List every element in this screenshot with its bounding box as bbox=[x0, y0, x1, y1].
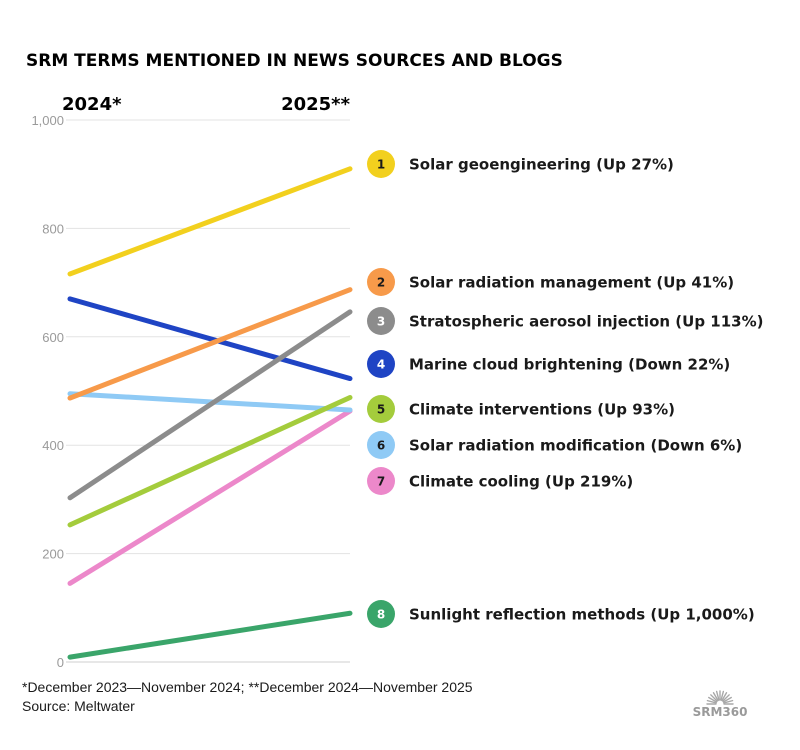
y-axis: 0 200 400 600 800 1,000 bbox=[31, 113, 64, 670]
series-line-4 bbox=[67, 296, 353, 382]
sun-ray bbox=[721, 692, 728, 702]
rank-badge bbox=[367, 350, 395, 378]
series-name: Solar geoengineering (Up 27%) bbox=[409, 156, 674, 174]
sun-ray bbox=[720, 690, 725, 701]
gridlines bbox=[66, 119, 350, 663]
y-tick-label: 600 bbox=[42, 330, 64, 345]
rank-badge bbox=[367, 268, 395, 296]
series-label-6: 6 Solar radiation modification (Down 6%) bbox=[367, 431, 742, 459]
sun-ray bbox=[708, 696, 718, 703]
series-label-4: 4 Marine cloud brightening (Down 22%) bbox=[367, 350, 730, 378]
rank-number: 1 bbox=[377, 158, 385, 172]
series-line-7 bbox=[67, 408, 353, 586]
series-label-2: 2 Solar radiation management (Up 41%) bbox=[367, 268, 734, 296]
sun-ray bbox=[715, 690, 720, 701]
series-name: Sunlight reflection methods (Up 1,000%) bbox=[409, 606, 755, 624]
series-name: Solar radiation management (Up 41%) bbox=[409, 274, 734, 292]
rank-number: 5 bbox=[377, 403, 385, 417]
rank-number: 3 bbox=[377, 315, 385, 329]
series-line-1 bbox=[67, 166, 353, 277]
rank-badge bbox=[367, 600, 395, 628]
rank-number: 2 bbox=[377, 276, 385, 290]
chart-title: SRM TERMS MENTIONED IN NEWS SOURCES AND … bbox=[26, 51, 563, 71]
rank-number: 4 bbox=[377, 358, 385, 372]
y-tick-label: 200 bbox=[42, 547, 64, 562]
series-line-5 bbox=[67, 395, 353, 528]
rank-badge bbox=[367, 307, 395, 335]
series-name: Marine cloud brightening (Down 22%) bbox=[409, 356, 730, 374]
sun-ray bbox=[722, 694, 730, 702]
logo-text: SRM360 bbox=[693, 705, 748, 719]
x-label-2025: 2025** bbox=[281, 94, 351, 115]
rank-badge bbox=[367, 467, 395, 495]
sun-ray bbox=[712, 692, 719, 702]
series-name: Solar radiation modification (Down 6%) bbox=[409, 437, 742, 455]
series-labels: 1 Solar geoengineering (Up 27%) 2 Solar rad… bbox=[367, 150, 763, 628]
srm360-logo: SRM360 bbox=[693, 690, 748, 719]
x-label-2024: 2024* bbox=[62, 94, 122, 115]
footnote-source: Source: Meltwater bbox=[22, 698, 135, 714]
series-name: Climate interventions (Up 93%) bbox=[409, 401, 675, 419]
rank-number: 8 bbox=[377, 608, 385, 622]
series-label-3: 3 Stratospheric aerosol injection (Up 113… bbox=[367, 307, 763, 335]
y-tick-label: 1,000 bbox=[31, 113, 64, 128]
sun-ray bbox=[722, 696, 732, 703]
series-line-8 bbox=[67, 610, 353, 660]
footnote-dates: *December 2023—November 2024; **December… bbox=[22, 679, 473, 695]
rank-number: 7 bbox=[377, 475, 385, 489]
rank-badge bbox=[367, 395, 395, 423]
series-lines bbox=[67, 166, 353, 660]
y-tick-label: 400 bbox=[42, 438, 64, 453]
series-label-7: 7 Climate cooling (Up 219%) bbox=[367, 467, 633, 495]
rank-number: 6 bbox=[377, 439, 385, 453]
sun-ray bbox=[723, 699, 734, 704]
series-label-8: 8 Sunlight reflection methods (Up 1,000%) bbox=[367, 600, 755, 628]
y-tick-label: 800 bbox=[42, 221, 64, 236]
y-tick-label: 0 bbox=[57, 655, 64, 670]
series-label-1: 1 Solar geoengineering (Up 27%) bbox=[367, 150, 674, 178]
rank-badge bbox=[367, 431, 395, 459]
series-label-5: 5 Climate interventions (Up 93%) bbox=[367, 395, 675, 423]
rank-badge bbox=[367, 150, 395, 178]
sunburst-icon bbox=[706, 690, 734, 705]
sun-ray bbox=[710, 694, 718, 702]
series-name: Climate cooling (Up 219%) bbox=[409, 473, 633, 491]
series-line-2 bbox=[67, 287, 353, 401]
sun-ray bbox=[706, 699, 717, 704]
series-line-3 bbox=[67, 309, 353, 501]
series-name: Stratospheric aerosol injection (Up 113%… bbox=[409, 313, 763, 331]
